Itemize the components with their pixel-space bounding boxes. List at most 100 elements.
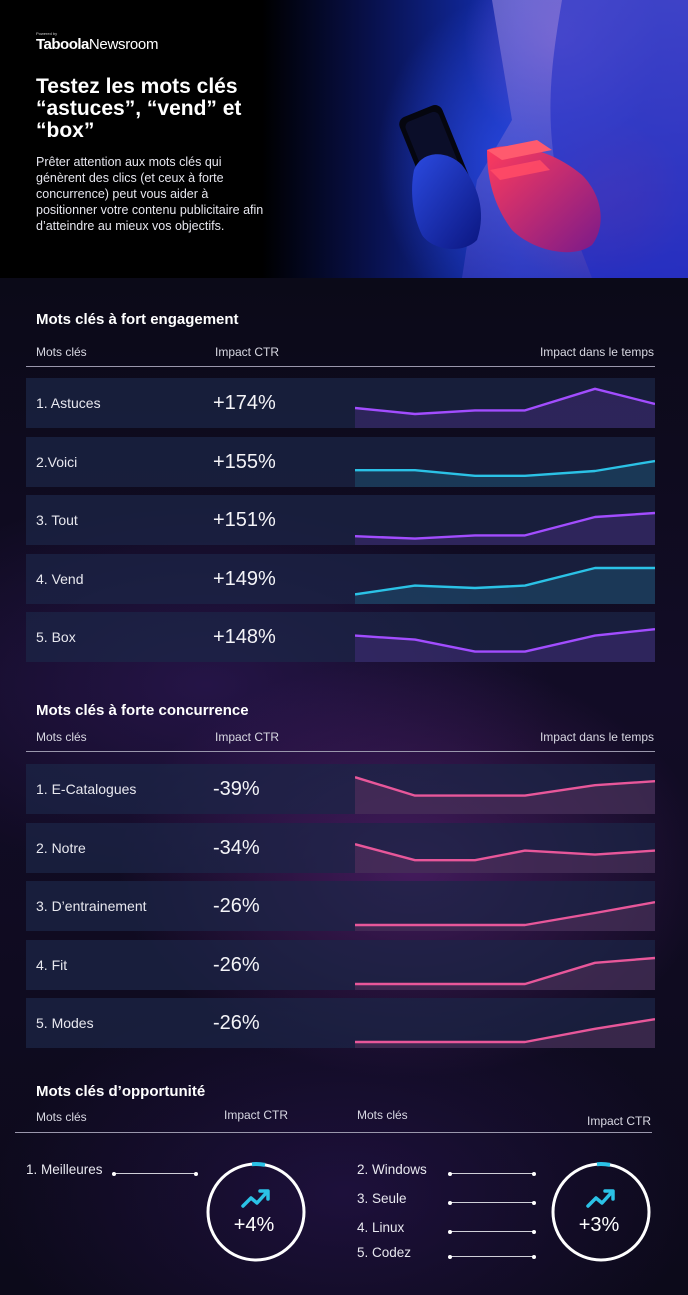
sparkline-area <box>355 902 655 931</box>
table-row: 3. D’entrainement -26% <box>26 881 655 931</box>
row-trend-sparkline <box>355 842 655 873</box>
opportunity-header-rule <box>15 1132 652 1133</box>
row-keyword: 1. Astuces <box>36 395 101 411</box>
row-keyword: 4. Vend <box>36 570 84 587</box>
table-row: 1. E-Catalogues -39% <box>26 764 655 814</box>
hero-photo-illustration <box>399 0 688 278</box>
row-ctr-value: -39% <box>213 778 260 800</box>
opportunity-leader-line <box>448 1200 536 1205</box>
sparkline-line <box>355 459 655 477</box>
sparkline-line <box>355 776 655 797</box>
opportunity-ctr-value-right: +3% <box>578 1214 620 1236</box>
table-row: 5. Modes -26% <box>26 998 655 1048</box>
sparkline-line <box>355 1018 655 1044</box>
row-trend-sparkline <box>355 459 655 487</box>
table-row: 5. Box +148% <box>26 612 655 662</box>
brand-logo: Taboola <box>36 36 89 53</box>
sparkline-area <box>355 513 655 545</box>
sparkline-line <box>355 901 655 927</box>
row-ctr-value: +174% <box>213 392 276 414</box>
sparkline-line <box>355 511 655 540</box>
row-ctr-value: +151% <box>213 509 276 531</box>
opportunity-ctr-ring-right <box>551 1162 651 1262</box>
engagement-header-rule <box>26 366 655 367</box>
opportunity-section-title: Mots clés d’opportunité <box>36 1083 206 1100</box>
opportunity-col-keyword-left: Mots clés <box>36 1110 87 1124</box>
opportunity-keyword: 3. Seule <box>357 1191 407 1206</box>
engagement-col-trend: Impact dans le temps <box>539 345 654 359</box>
row-trend-sparkline <box>355 387 655 428</box>
sparkline-line <box>355 842 655 861</box>
competition-header-rule <box>26 751 655 752</box>
sparkline-area <box>355 843 655 873</box>
row-ctr-value: -26% <box>213 895 260 917</box>
opportunity-leader-line <box>448 1171 536 1176</box>
competition-col-trend: Impact dans le temps <box>539 730 654 744</box>
row-trend-sparkline <box>355 511 655 545</box>
row-keyword: 5. Box <box>36 629 76 645</box>
opportunity-ctr-ring-left <box>206 1162 306 1262</box>
hero-banner: Powered by TaboolaNewsroom Testez les mo… <box>0 0 688 278</box>
opportunity-keyword: 5. Codez <box>357 1245 412 1260</box>
opportunity-keyword: 1. Meilleures <box>26 1162 103 1177</box>
sparkline-area <box>355 957 655 990</box>
ring-track <box>206 1162 306 1262</box>
sparkline-area <box>355 460 655 487</box>
trending-up-icon <box>586 1189 615 1208</box>
ring-accent <box>251 1162 266 1167</box>
ring-accent <box>596 1162 611 1167</box>
opportunity-leader-line <box>448 1254 536 1259</box>
competition-col-ctr: Impact CTR <box>215 730 280 744</box>
opportunity-col-keyword-right: Mots clés <box>357 1108 408 1122</box>
ring-track <box>551 1162 651 1262</box>
row-keyword: 3. D’entrainement <box>36 898 147 914</box>
hero-title: Testez les mots clés “astuces”, “vend” e… <box>36 75 242 142</box>
row-ctr-value: +148% <box>213 626 276 648</box>
row-trend-sparkline <box>355 776 655 814</box>
sparkline-area <box>355 1019 655 1048</box>
opportunity-col-ctr-left: Impact CTR <box>224 1108 289 1122</box>
opportunity-leader-line <box>448 1229 536 1234</box>
sparkline-line <box>355 628 655 653</box>
row-ctr-value: -34% <box>213 836 260 859</box>
table-row: 1. Astuces +174% <box>26 378 655 428</box>
brand-powered-by: Powered by <box>36 31 58 36</box>
brand-lockup: Powered by TaboolaNewsroom <box>36 31 159 54</box>
row-trend-sparkline <box>355 1018 655 1048</box>
table-row: 2.Voici +155% <box>26 436 655 487</box>
opportunity-ctr-value-left: +4% <box>233 1214 275 1236</box>
brand-product: Newsroom <box>88 36 159 53</box>
sparkline-line <box>355 956 655 985</box>
engagement-col-keyword: Mots clés <box>36 345 87 359</box>
row-trend-sparkline <box>355 566 655 604</box>
engagement-col-ctr: Impact CTR <box>215 345 280 359</box>
row-keyword: 5. Modes <box>36 1015 94 1031</box>
competition-section-title: Mots clés à forte concurrence <box>36 702 249 719</box>
sparkline-line <box>355 566 655 596</box>
opportunity-col-ctr-right: Impact CTR <box>586 1114 651 1128</box>
hero-description: Prêter attention aux mots clés qui génèr… <box>36 155 264 233</box>
hero-photo-phone-hands <box>262 0 688 278</box>
row-ctr-value: +155% <box>213 450 276 473</box>
row-keyword: 1. E-Catalogues <box>36 781 137 797</box>
opportunity-keyword: 4. Linux <box>357 1220 405 1235</box>
row-keyword: 4. Fit <box>36 956 68 973</box>
row-ctr-value: -26% <box>213 953 260 976</box>
opportunity-keyword: 2. Windows <box>357 1162 427 1177</box>
row-ctr-value: +149% <box>213 567 276 590</box>
table-row: 4. Vend +149% <box>26 553 655 604</box>
row-ctr-value: -26% <box>213 1012 260 1034</box>
competition-col-keyword: Mots clés <box>36 730 87 744</box>
engagement-section-title: Mots clés à fort engagement <box>36 311 239 328</box>
trending-up-icon <box>241 1189 270 1208</box>
sparkline-area <box>355 388 655 428</box>
row-trend-sparkline <box>355 901 655 931</box>
row-trend-sparkline <box>355 628 655 662</box>
row-trend-sparkline <box>355 956 655 990</box>
table-row: 2. Notre -34% <box>26 822 655 873</box>
row-keyword: 3. Tout <box>36 512 78 528</box>
sparkline-area <box>355 567 655 604</box>
table-row: 4. Fit -26% <box>26 939 655 990</box>
row-keyword: 2.Voici <box>36 453 78 470</box>
table-row: 3. Tout +151% <box>26 495 655 545</box>
